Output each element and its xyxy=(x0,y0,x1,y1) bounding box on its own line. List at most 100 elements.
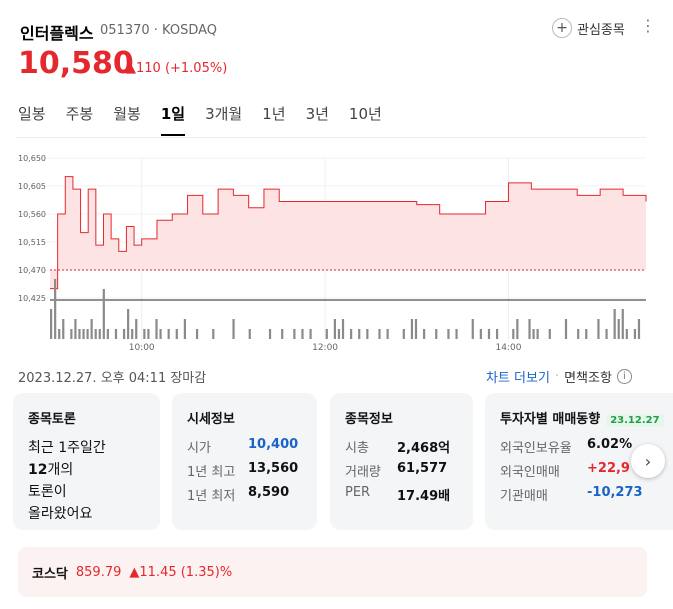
board-line1: 최근 1주일간 xyxy=(28,440,106,456)
volume-bar xyxy=(621,309,624,339)
volume-bar xyxy=(94,329,97,339)
volume-bar xyxy=(410,319,414,339)
board-count-suffix: 개의 xyxy=(47,462,74,478)
volume-bar xyxy=(605,329,608,339)
stock-code-market: 051370 · KOSDAQ xyxy=(100,23,217,38)
volume-bar xyxy=(548,329,551,339)
tab-3year[interactable]: 3년 xyxy=(305,105,329,123)
tab-monthly[interactable]: 월봉 xyxy=(113,105,141,123)
volume-bar xyxy=(195,329,199,339)
volume-bar xyxy=(167,329,170,339)
volume-bar xyxy=(528,319,531,339)
tab-3month[interactable]: 3개월 xyxy=(205,105,243,123)
board-card-title: 종목토론 xyxy=(28,412,76,427)
info-icon[interactable]: i xyxy=(616,369,632,384)
info-value: 2,468억 xyxy=(397,441,451,456)
intraday-chart[interactable]: 10,650 10,605 10,560 10,515 10,470 10,425 10:… xyxy=(0,145,673,355)
board-line3: 토론이 xyxy=(28,484,67,500)
link-separator: · xyxy=(554,369,560,384)
investor-value: -10,273 xyxy=(587,485,643,500)
board-line2: 12개의 xyxy=(28,459,145,481)
info-card-title: 종목정보 xyxy=(345,412,393,427)
volume-bar xyxy=(625,329,628,339)
volume-bar xyxy=(350,329,353,339)
stock-info-card[interactable]: 종목정보 시총 2,468억 거래량 61,577 PER 17.49배 xyxy=(330,393,473,530)
more-menu-icon[interactable]: ⋮ xyxy=(640,16,656,35)
volume-bar xyxy=(248,329,251,339)
quote-card[interactable]: 시세정보 시가 10,400 1년 최고 13,560 1년 최저 8,590 xyxy=(172,393,317,530)
volume-bar xyxy=(597,319,600,339)
quote-value: 10,400 xyxy=(248,437,299,452)
price-line xyxy=(50,176,647,290)
volume-bar xyxy=(58,329,61,339)
kosdaq-index-bar[interactable]: 코스닥 859.79 ▲11.45 (1.35)% xyxy=(18,547,647,597)
y-tick-label: 10,650 xyxy=(18,154,46,163)
investor-row-foreign-ratio: 외국인보유율 6.02% xyxy=(500,437,658,456)
price-area xyxy=(50,176,646,289)
quote-label: 1년 최고 xyxy=(187,465,236,480)
volume-bar xyxy=(378,329,381,339)
volume-bar xyxy=(50,309,53,339)
volume-bar xyxy=(70,329,73,339)
info-value: 17.49배 xyxy=(397,489,451,504)
volume-bar xyxy=(232,319,235,339)
index-value: 859.79 xyxy=(75,564,122,580)
tab-1day[interactable]: 1일 xyxy=(160,103,186,136)
info-row-market-cap: 시총 2,468억 xyxy=(345,437,458,456)
index-name: 코스닥 xyxy=(32,566,68,582)
company-name: 인터플렉스 xyxy=(20,24,94,43)
volume-bar xyxy=(577,329,580,339)
volume-bar xyxy=(175,329,178,339)
volume-bar xyxy=(102,289,105,339)
investor-date-badge: 23.12.27 xyxy=(606,414,664,427)
tab-10year[interactable]: 10년 xyxy=(348,105,382,123)
board-line4: 올라왔어요 xyxy=(28,506,93,522)
tab-weekly[interactable]: 주봉 xyxy=(65,105,94,123)
volume-bar xyxy=(74,319,77,339)
chart-links: 차트 더보기 · 면책조항 i xyxy=(486,367,632,386)
volume-bar xyxy=(62,319,65,339)
volume-bar xyxy=(366,329,369,339)
volume-bar xyxy=(512,329,515,339)
tab-daily[interactable]: 일봉 xyxy=(18,105,46,123)
volume-bar xyxy=(325,329,328,339)
y-tick-label: 10,425 xyxy=(18,294,46,303)
disclaimer-link[interactable]: 면책조항 xyxy=(564,371,612,386)
volume-bar xyxy=(564,319,568,339)
quote-card-title: 시세정보 xyxy=(187,412,235,427)
x-tick-label: 14:00 xyxy=(495,343,521,353)
quote-value: 13,560 xyxy=(248,461,299,476)
volume-bar xyxy=(585,329,588,339)
cards-next-button[interactable]: › xyxy=(631,444,665,478)
volume-bar xyxy=(90,319,93,339)
volume-bar xyxy=(435,329,438,339)
volume-bar xyxy=(423,329,426,339)
info-row-volume: 거래량 61,577 xyxy=(345,461,458,480)
quote-label: 시가 xyxy=(187,441,211,456)
investor-row-institution-trade: 기관매매 -10,273 xyxy=(500,485,658,504)
volume-bar xyxy=(268,329,272,339)
volume-bar xyxy=(447,329,450,339)
y-tick-label: 10,470 xyxy=(18,266,46,275)
volume-bar xyxy=(183,319,186,339)
volume-bar xyxy=(98,329,101,339)
volume-bar xyxy=(402,329,405,339)
quote-value: 8,590 xyxy=(248,485,290,500)
volume-bar xyxy=(106,329,109,339)
tabs-divider xyxy=(16,137,646,138)
volume-bar xyxy=(131,329,134,339)
quote-row-52w-high: 1년 최고 13,560 xyxy=(187,461,302,480)
favorite-button[interactable]: + 관심종목 xyxy=(552,18,625,38)
chart-more-link[interactable]: 차트 더보기 xyxy=(486,371,550,386)
volume-bar xyxy=(301,329,304,339)
tab-1year[interactable]: 1년 xyxy=(262,105,286,123)
investor-card[interactable]: 투자자별 매매동향 23.12.27 외국인보유율 6.02% 외국인매매 +22… xyxy=(485,393,673,530)
board-card[interactable]: 종목토론 최근 1주일간 12개의 토론이 올라왔어요 xyxy=(13,393,160,530)
volume-bar xyxy=(617,319,620,339)
volume-bar xyxy=(633,329,637,339)
volume-bar xyxy=(333,319,337,339)
volume-bar xyxy=(414,319,418,339)
quote-label: 1년 최저 xyxy=(187,489,236,504)
y-tick-label: 10,560 xyxy=(18,210,46,219)
x-tick-label: 12:00 xyxy=(312,343,338,353)
